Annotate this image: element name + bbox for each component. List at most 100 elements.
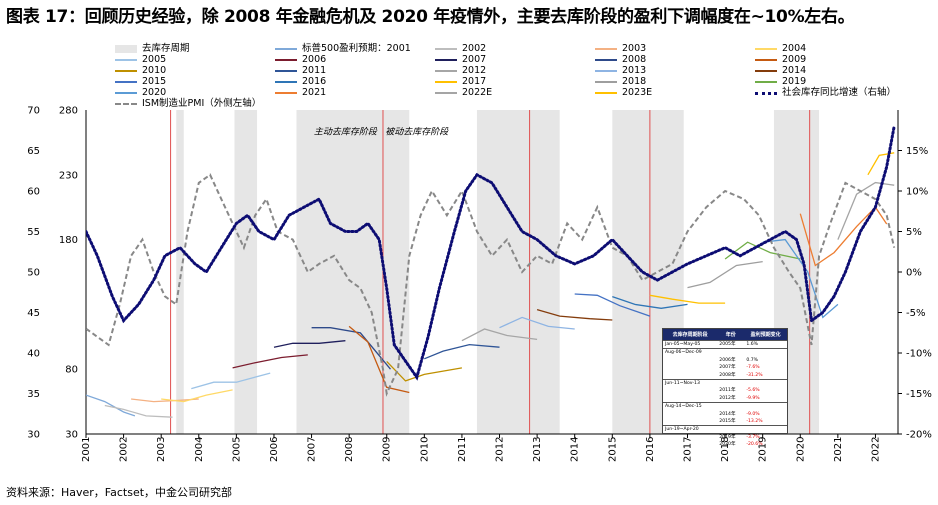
inset-row: Aug-06~Dec-09 [663, 348, 787, 357]
right-tick-label: 10% [906, 187, 928, 198]
eps-series-2015 [574, 293, 651, 317]
legend-label: 2009 [782, 54, 807, 65]
eps-series-2023e [867, 152, 895, 176]
legend-label: 2004 [782, 43, 807, 54]
legend-swatch [595, 81, 617, 83]
eps-series-2022e [837, 181, 895, 240]
legend-swatch [115, 81, 137, 83]
inset-cell: -7.6% [746, 365, 760, 371]
x-tick-label: 2005 [231, 437, 242, 462]
legend-swatch [435, 92, 457, 94]
legend-label: 2007 [462, 54, 487, 65]
eps-series-2021 [799, 206, 888, 267]
eps-series-2003 [131, 398, 199, 403]
inset-row: 2006年 0.7% [663, 357, 787, 364]
x-tick-label: 2009 [382, 437, 393, 462]
x-tick-label: 2020 [795, 437, 806, 462]
inset-cell: Aug-06~Dec-09 [663, 348, 718, 357]
legend-swatch [115, 70, 137, 72]
x-tick-label: 2006 [269, 437, 280, 462]
inset-cell: -13.2% [746, 419, 763, 425]
inner-left-tick-label: 230 [59, 170, 78, 181]
legend: 去库存周期 标普500盈利预期：2001 2002 2003 2004 2005 2006 2… [0, 40, 938, 110]
inset-cell [717, 379, 745, 388]
outer-left-tick-label: 35 [27, 389, 40, 400]
x-tick-label: 2015 [607, 437, 618, 462]
inset-table: 去库存周期阶段 年份 盈利预期变化 Jan-05~May-05 2005年 1.6% Au… [662, 328, 788, 447]
inset-row: 2012年 -9.9% [663, 395, 787, 403]
legend-label: 2018 [622, 76, 647, 87]
legend-swatch [435, 70, 457, 72]
inset-cell [744, 402, 787, 411]
source-note: 资料来源：Haver，Factset，中金公司研究部 [6, 486, 233, 499]
eps-series-2004 [161, 389, 233, 403]
inset-cell: 2012年 [719, 395, 736, 401]
x-tick-label: 2010 [419, 437, 430, 462]
inset-header-cell: 盈利预期变化 [744, 329, 787, 341]
inset-cell [663, 441, 717, 448]
legend-label: 2008 [622, 54, 647, 65]
inset-cell: 1.6% [744, 339, 787, 349]
legend-swatch [115, 59, 137, 61]
inset-cell [717, 402, 745, 411]
x-tick-label: 2007 [307, 437, 318, 462]
eps-series-2001 [86, 394, 136, 417]
inset-cell [717, 348, 745, 357]
inset-header-cell: 年份 [717, 329, 745, 341]
inset-header-cell: 去库存周期阶段 [663, 329, 718, 341]
destocking-band [476, 110, 560, 434]
inset-cell [744, 348, 787, 357]
inset-row: 2019年 -3.7% [663, 434, 787, 441]
right-tick-label: 5% [906, 227, 922, 238]
inset-cell [744, 425, 787, 434]
inset-cell [744, 379, 787, 388]
inset-row: Aug-14~Dec-15 [663, 402, 787, 411]
x-tick-label: 2021 [833, 437, 844, 462]
chart-title: 图表 17：回顾历史经验，除 2008 年金融危机及 2020 年疫情外，主要去… [6, 7, 855, 27]
inset-cell [663, 387, 717, 394]
inset-row: 2015年 -13.2% [663, 418, 787, 426]
legend-swatch [435, 48, 457, 50]
legend-label: 2013 [622, 65, 647, 76]
destocking-band [234, 110, 258, 434]
inset-cell [663, 434, 717, 441]
x-tick-label: 2001 [81, 437, 92, 462]
outer-left-tick-label: 50 [27, 268, 40, 279]
x-tick-label: 2002 [119, 437, 130, 462]
eps-series-2007 [273, 340, 346, 348]
inset-row: 2008年 -31.2% [663, 372, 787, 380]
outer-left-tick-label: 65 [27, 146, 40, 157]
inset-cell: 2015年 [719, 419, 736, 425]
legend-swatch [275, 59, 297, 61]
right-tick-label: 15% [906, 146, 928, 157]
inset-cell [663, 357, 717, 364]
inset-row: Jan-05~May-05 2005年 1.6% [663, 339, 787, 349]
inset-cell: Jun-19~Apr-20 [663, 425, 718, 434]
legend-swatch [435, 59, 457, 61]
inner-left-tick-label: 180 [59, 235, 78, 246]
inset-cell: Jan-05~May-05 [663, 339, 718, 349]
legend-label: 2016 [302, 76, 327, 87]
eps-series-2016 [612, 295, 688, 309]
legend-label: 2014 [782, 65, 807, 76]
legend-label: 2006 [302, 54, 327, 65]
eps-series-2006 [232, 354, 308, 369]
inset-cell [717, 425, 745, 434]
eps-series-2019 [724, 241, 801, 260]
eps-series-2009 [348, 325, 410, 394]
phase-annotation: 被动去库存阶段 [385, 126, 449, 137]
legend-swatch [755, 48, 777, 50]
legend-label: 2010 [142, 65, 167, 76]
legend-label: 标普500盈利预期：2001 [302, 43, 411, 54]
destocking-band [296, 110, 410, 434]
legend-label: 2017 [462, 76, 487, 87]
outer-left-tick-label: 30 [27, 430, 40, 441]
eps-series-2017 [649, 294, 726, 304]
legend-label: 2020 [142, 87, 167, 98]
legend-label: ISM制造业PMI（外侧左轴） [142, 98, 262, 109]
inset-row: 2007年 -7.6% [663, 364, 787, 371]
inset-cell: 2011年 [719, 388, 736, 394]
right-tick-label: -20% [906, 430, 932, 441]
right-tick-label: 0% [906, 268, 922, 279]
inner-left-tick-label: 30 [65, 430, 78, 441]
